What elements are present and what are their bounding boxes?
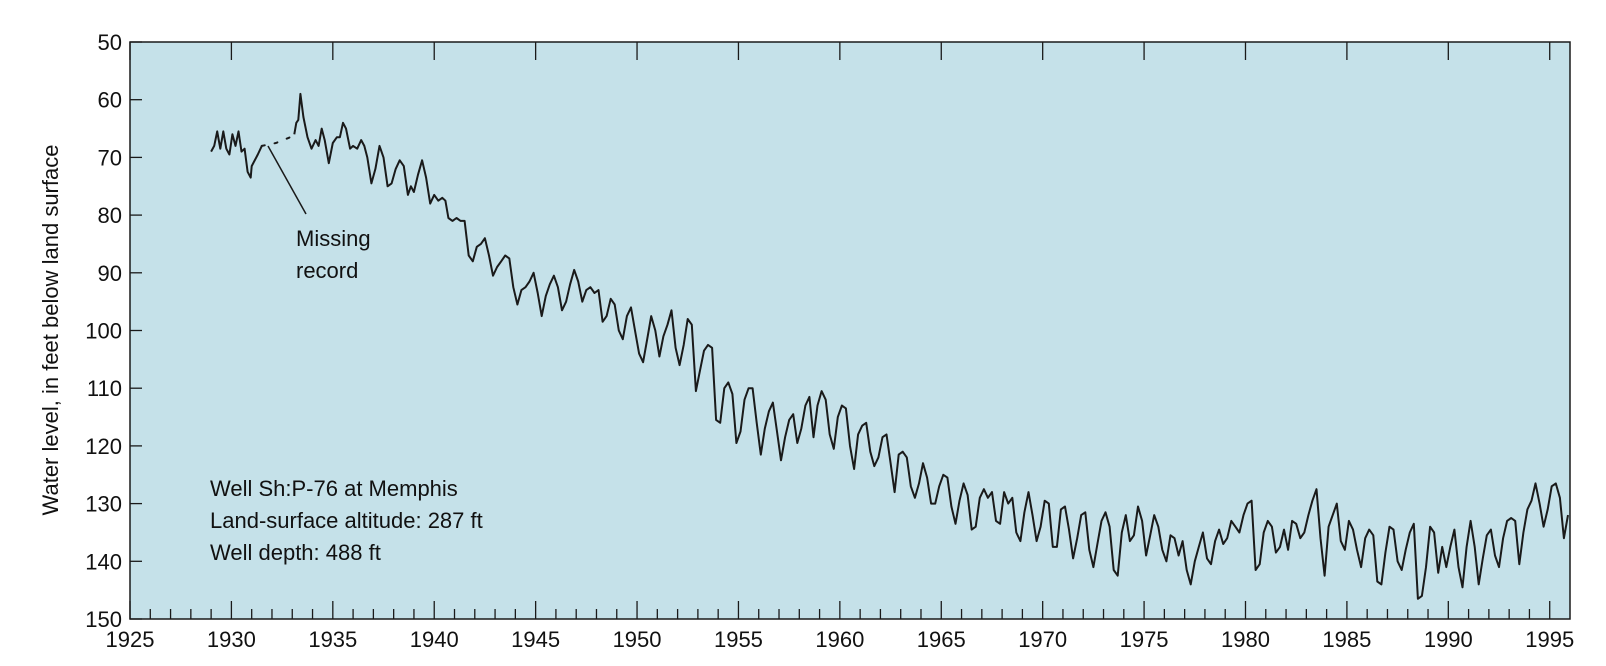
x-tick-label: 1950: [613, 627, 662, 652]
plot-frame: [129, 41, 1571, 620]
missing-record-label-line1: Missing: [296, 226, 371, 251]
y-tick-label: 60: [98, 88, 122, 113]
land-surface-altitude-label: Land-surface altitude: 287 ft: [210, 508, 483, 533]
y-tick-label: 80: [98, 203, 122, 228]
x-tick-label: 1960: [815, 627, 864, 652]
missing-record-label-line2: record: [296, 258, 358, 283]
x-tick-label: 1970: [1018, 627, 1067, 652]
y-tick-label: 150: [85, 607, 122, 632]
x-tick-label: 1930: [207, 627, 256, 652]
well-name-label: Well Sh:P-76 at Memphis: [210, 476, 458, 501]
x-tick-label: 1935: [308, 627, 357, 652]
y-axis-tick-labels: 50 60 70 80 90 100 110 120 130 140 150: [85, 30, 122, 632]
y-tick-label: 100: [85, 319, 122, 344]
x-tick-label: 1990: [1424, 627, 1473, 652]
water-level-line-segment-2: [293, 92, 1569, 600]
y-tick-label: 110: [87, 376, 122, 401]
x-tick-label: 1945: [511, 627, 560, 652]
x-tick-label: 1925: [106, 627, 155, 652]
x-tick-label: 1995: [1525, 627, 1574, 652]
x-tick-label: 1980: [1221, 627, 1270, 652]
x-tick-label: 1975: [1120, 627, 1169, 652]
y-tick-label: 50: [98, 30, 122, 55]
y-tick-label: 70: [98, 145, 122, 170]
water-level-line-segment-0: [210, 130, 263, 179]
y-tick-label: 140: [85, 549, 122, 574]
x-tick-label: 1965: [917, 627, 966, 652]
missing-record-leader: [267, 145, 307, 215]
x-tick-label: 1955: [714, 627, 763, 652]
y-tick-label: 130: [85, 492, 122, 517]
x-axis-tick-labels: 1925 1930 1935 1940 1945 1950 1955 1960 1965 1970…: [106, 627, 1575, 652]
y-tick-label: 120: [85, 434, 122, 459]
x-tick-label: 1940: [410, 627, 459, 652]
x-tick-label: 1985: [1322, 627, 1371, 652]
water-level-series: [210, 92, 1569, 600]
y-axis-title: Water level, in feet below land surface: [38, 145, 63, 516]
well-depth-label: Well depth: 488 ft: [210, 540, 381, 565]
y-tick-label: 90: [98, 261, 122, 286]
